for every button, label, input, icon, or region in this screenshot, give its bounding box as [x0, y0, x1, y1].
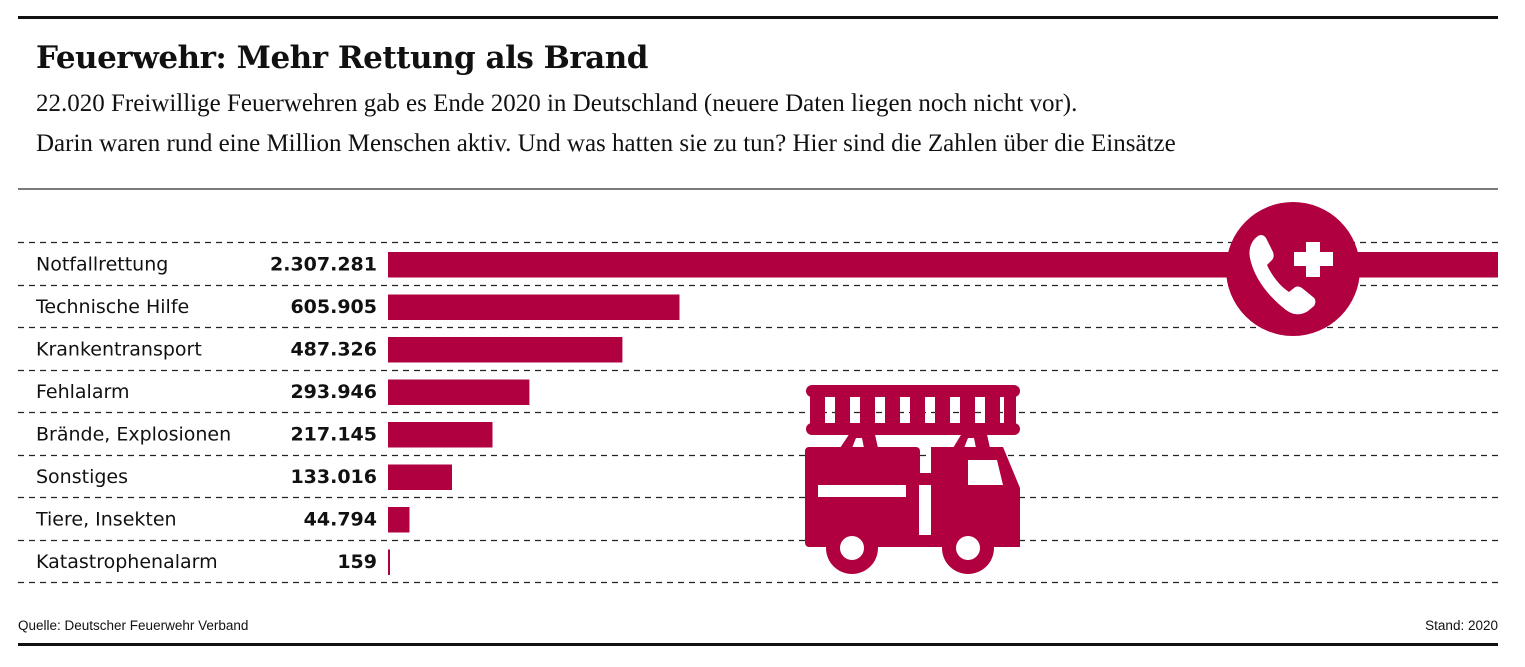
category-labels: Notfallrettung Technische Hilfe Krankentra…	[35, 253, 231, 573]
bar-5	[388, 464, 452, 490]
row-separators	[18, 241, 1498, 584]
header-divider	[18, 188, 1498, 190]
subtitle-line-1: 22.020 Freiwillige Feuerwehren gab es En…	[36, 90, 1078, 117]
category-label: Brände, Explosionen	[36, 423, 231, 445]
chart-title: Feuerwehr: Mehr Rettung als Brand	[36, 40, 648, 76]
category-label: Technische Hilfe	[35, 296, 189, 318]
stand-note: Stand: 2020	[1425, 618, 1498, 633]
value-label: 217.145	[290, 423, 377, 445]
bar-2	[388, 337, 623, 363]
bar-4	[388, 422, 493, 448]
bottom-rule	[18, 643, 1498, 646]
value-label: 133.016	[290, 466, 377, 488]
value-label: 44.794	[304, 508, 377, 530]
category-label: Sonstiges	[36, 466, 128, 488]
bar-1	[388, 294, 680, 320]
value-labels: 2.307.281 605.905 487.326 293.946 217.145 133…	[270, 253, 377, 573]
emergency-phone-icon	[1226, 202, 1360, 336]
bar-3	[388, 379, 530, 405]
category-label: Katastrophenalarm	[36, 551, 218, 573]
category-label: Notfallrettung	[36, 253, 168, 275]
value-label: 487.326	[290, 338, 377, 360]
bar-6	[388, 507, 410, 533]
top-rule	[18, 16, 1498, 19]
category-label: Tiere, Insekten	[35, 508, 177, 530]
category-label: Fehlalarm	[36, 381, 129, 403]
bar-7	[388, 549, 390, 575]
fire-truck-icon	[805, 385, 1020, 574]
value-label: 159	[337, 551, 377, 573]
value-label: 293.946	[290, 381, 377, 403]
category-label: Krankentransport	[36, 338, 202, 360]
value-label: 605.905	[290, 296, 377, 318]
value-label: 2.307.281	[270, 253, 377, 275]
subtitle-line-2: Darin waren rund eine Million Menschen a…	[36, 130, 1176, 157]
source-note: Quelle: Deutscher Feuerwehr Verband	[18, 618, 249, 633]
